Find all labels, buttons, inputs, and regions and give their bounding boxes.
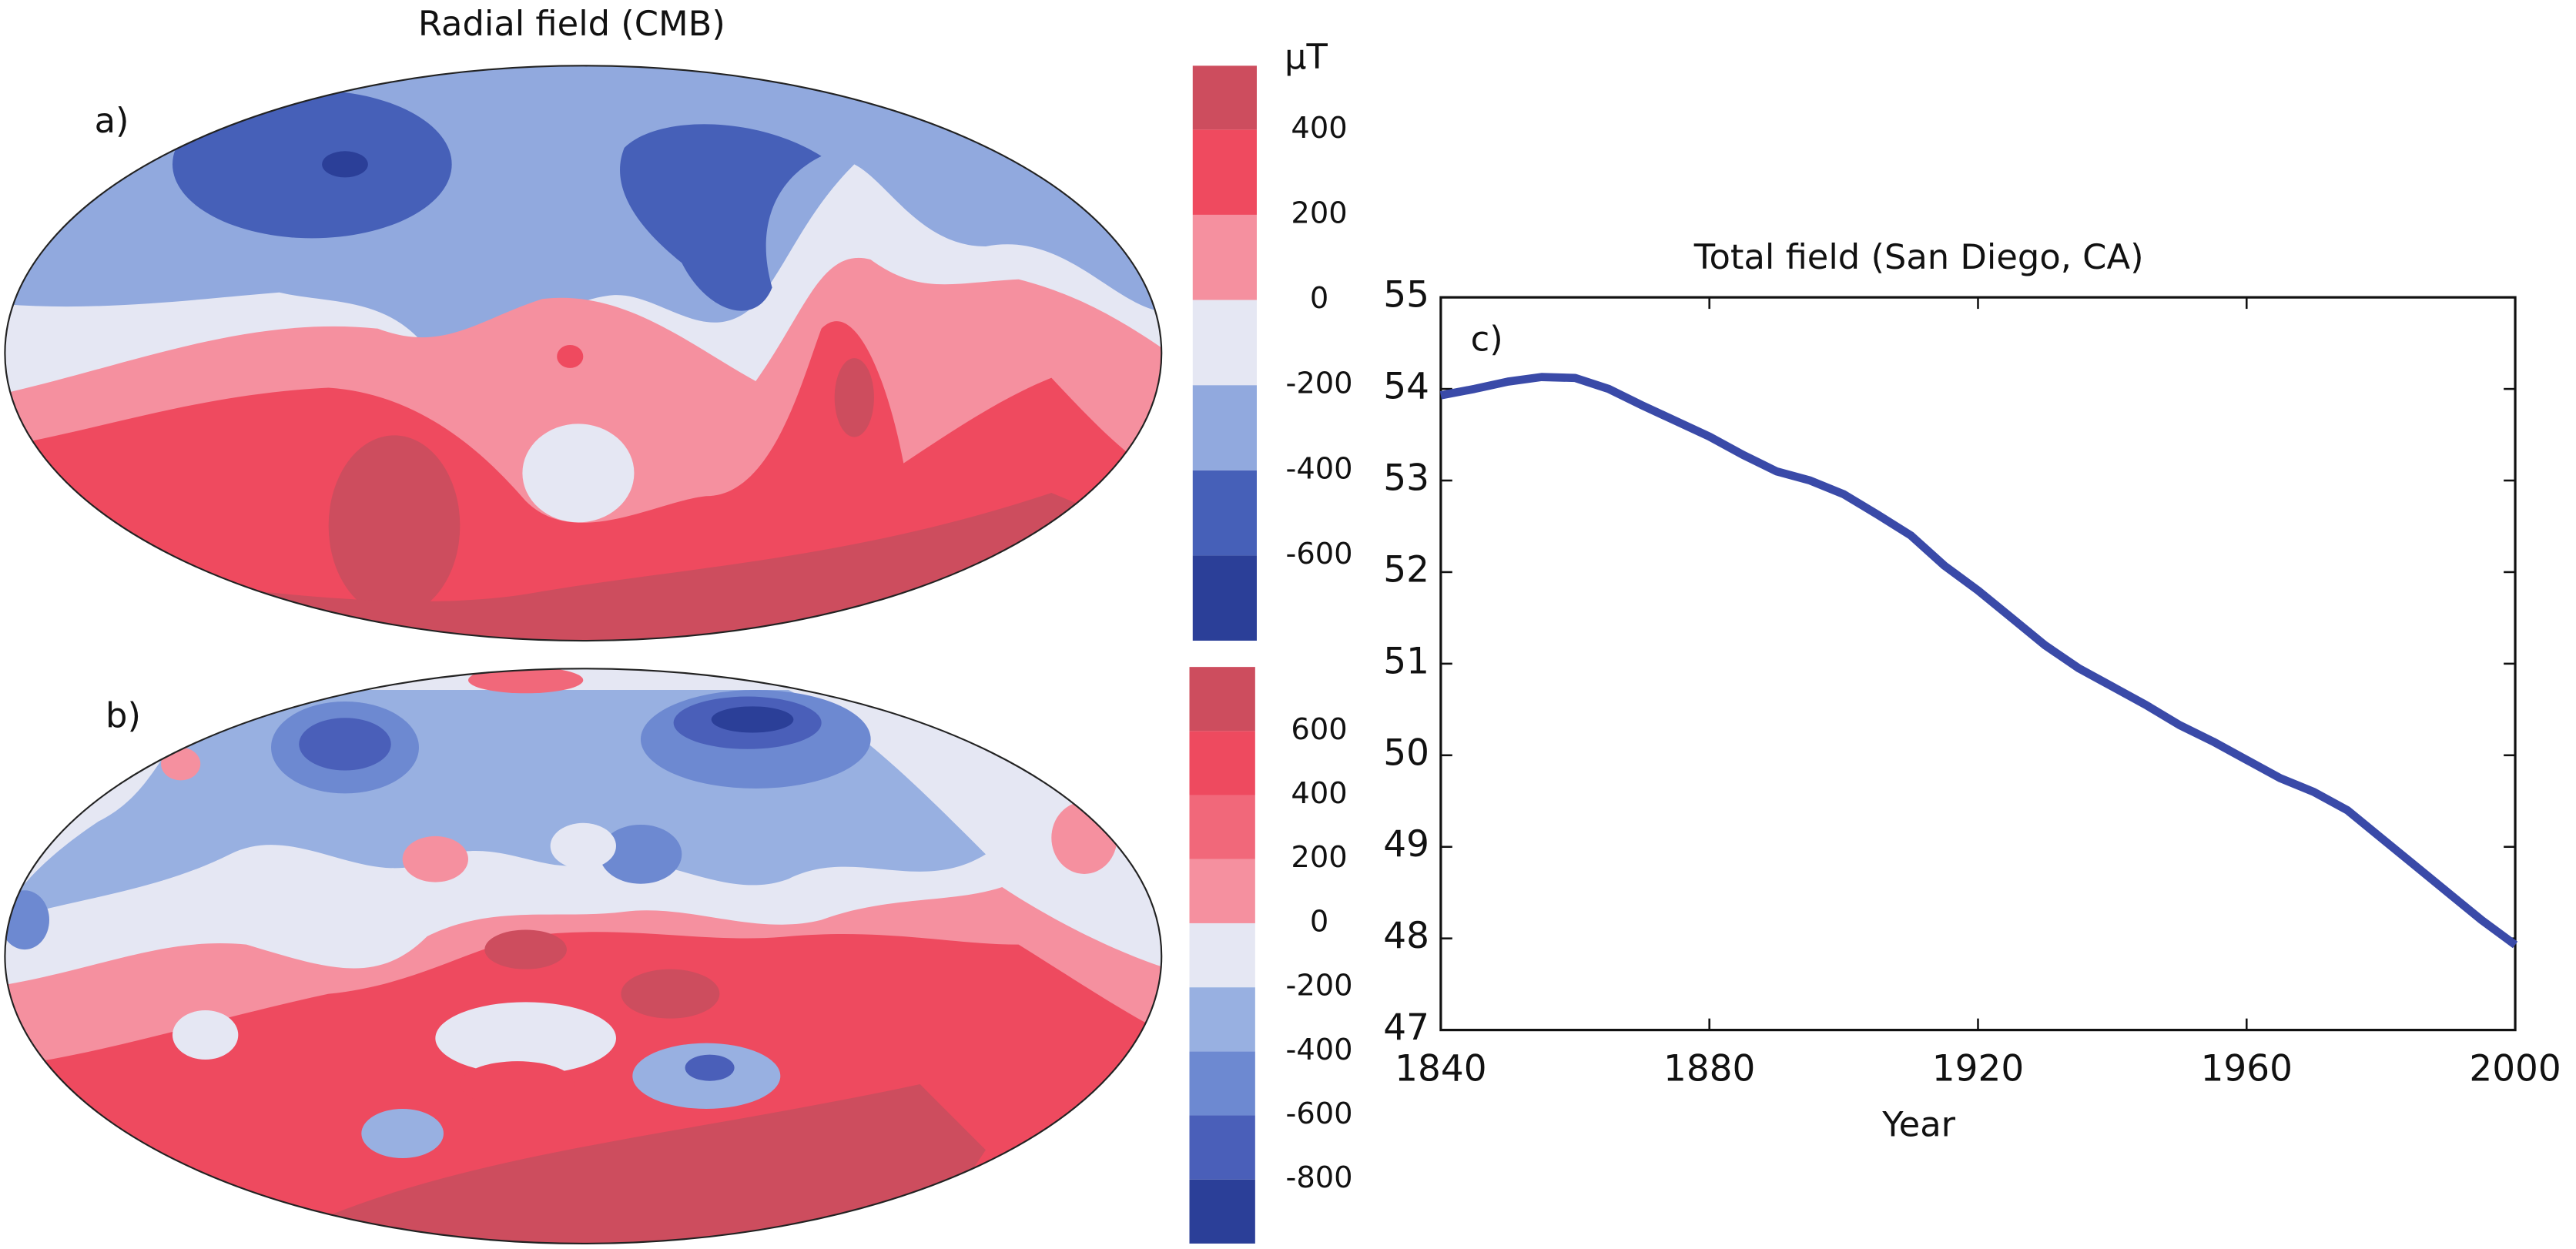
y-tick-label: 55 <box>1383 274 1429 316</box>
data-line <box>1439 373 2518 949</box>
y-tick-label: 48 <box>1383 915 1429 957</box>
colorbar-label: µT <box>1285 36 1328 77</box>
map-outline <box>4 65 1163 642</box>
contour-region <box>402 835 468 882</box>
y-tick-label: 53 <box>1383 457 1429 500</box>
colorbar-band <box>1192 214 1257 300</box>
contour-region <box>161 747 201 781</box>
contour-region <box>172 90 452 239</box>
colorbar-band <box>1189 987 1255 1052</box>
x-axis-label: Year <box>1881 1103 1955 1144</box>
chart-title: Total field (San Diego, CA) <box>1693 236 2144 277</box>
colorbar-tick-label: -600 <box>1285 537 1352 571</box>
contour-region <box>557 345 584 368</box>
contour-region <box>522 424 635 523</box>
colorbar-band <box>1192 65 1257 130</box>
contour-region <box>328 435 461 617</box>
map-outline <box>4 668 1163 1244</box>
x-tick-label: 1920 <box>1932 1047 2024 1090</box>
contour-region <box>620 124 822 311</box>
contour-region <box>361 1109 444 1158</box>
colorbar-tick-label: 0 <box>1310 281 1328 316</box>
colorbar-band <box>1189 1115 1255 1180</box>
colorbar-tick-label: -600 <box>1285 1097 1352 1131</box>
colorbar-band <box>1189 859 1255 923</box>
y-tick-label: 49 <box>1383 823 1429 866</box>
contour-region <box>460 1061 575 1107</box>
colorbar-tick-label: 200 <box>1291 840 1347 875</box>
colorbar-band <box>1189 667 1255 732</box>
x-tick-label: 1880 <box>1663 1047 1755 1090</box>
contour-region <box>299 718 391 771</box>
contour-region <box>5 890 49 950</box>
contour-region <box>711 706 794 733</box>
colorbar-tick-label: 600 <box>1291 712 1347 747</box>
colorbar-tick-label: -400 <box>1285 1033 1352 1067</box>
colorbar-band <box>1192 555 1257 641</box>
colorbar-tick-label: 400 <box>1291 776 1347 811</box>
colorbar-band <box>1192 300 1257 386</box>
colorbar-tick-label: -400 <box>1285 451 1352 486</box>
map-b <box>5 668 1162 1244</box>
map-a <box>5 65 1162 641</box>
y-tick-label: 52 <box>1383 548 1429 591</box>
colorbar-band <box>1189 731 1255 795</box>
contour-region <box>435 1002 616 1075</box>
y-tick-label: 54 <box>1383 366 1429 408</box>
colorbar-tick-label: 0 <box>1310 904 1328 939</box>
colorbar-tick-label: 200 <box>1291 196 1347 230</box>
contour-region <box>295 1084 986 1244</box>
colorbar-band <box>1192 129 1257 215</box>
colorbar-band <box>1192 470 1257 556</box>
map-title: Radial field (CMB) <box>418 3 725 44</box>
contour-region <box>599 824 682 884</box>
x-tick-label: 2000 <box>2469 1047 2561 1090</box>
contour-region <box>467 668 584 694</box>
panel-label: b) <box>106 695 141 735</box>
plot-frame <box>1439 296 2517 1032</box>
contour-region <box>685 1054 735 1081</box>
x-tick-label: 1960 <box>2201 1047 2293 1090</box>
colorbar-tick-label: -800 <box>1285 1160 1352 1195</box>
panel-label: c) <box>1471 319 1503 360</box>
contour-region <box>172 1010 239 1060</box>
colorbar-tick-label: -200 <box>1285 969 1352 1003</box>
contour-region <box>621 969 720 1019</box>
y-tick-label: 47 <box>1383 1006 1429 1049</box>
y-tick-label: 50 <box>1383 732 1429 774</box>
contour-region <box>550 822 616 869</box>
y-tick-label: 51 <box>1383 640 1429 682</box>
colorbar-tick-label: -200 <box>1285 367 1352 401</box>
panel-label: a) <box>95 100 129 141</box>
colorbar-band <box>1189 1051 1255 1116</box>
colorbar-band <box>1189 1179 1255 1244</box>
contour-region <box>484 929 567 969</box>
colorbar-band <box>1189 795 1255 859</box>
colorbar-band <box>1192 385 1257 470</box>
colorbar-tick-label: 400 <box>1291 111 1347 146</box>
x-tick-label: 1840 <box>1395 1047 1486 1090</box>
colorbar-band <box>1189 923 1255 988</box>
contour-region <box>322 151 368 178</box>
contour-region <box>834 358 874 437</box>
